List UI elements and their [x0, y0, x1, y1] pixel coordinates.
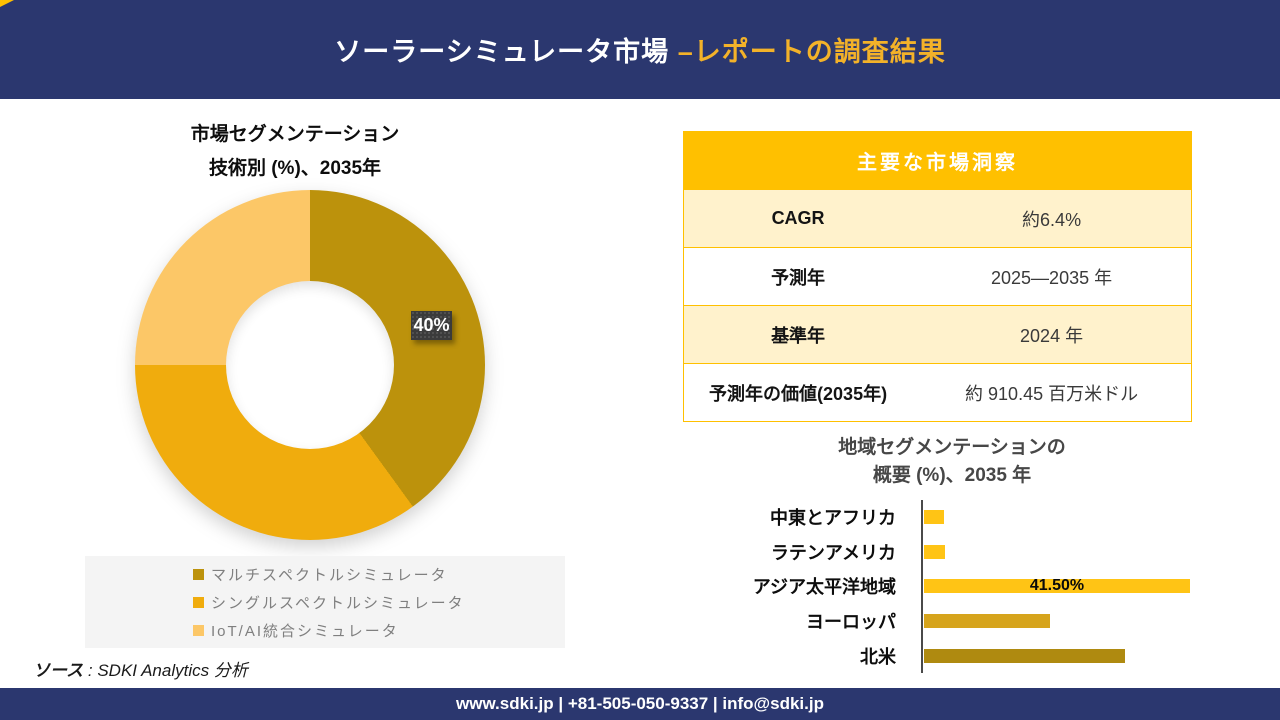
bar-row: 中東とアフリカ	[740, 500, 1192, 535]
table-row: 予測年の価値(2035年) 約 910.45 百万米ドル	[684, 363, 1191, 421]
bar-track	[924, 544, 1192, 559]
legend-swatch	[193, 596, 204, 608]
table-row-label: 基準年	[771, 325, 826, 346]
bar-rows: 中東とアフリカ ラテンアメリカアジア太平洋地域 41.50% ヨーロッパ北米	[740, 500, 1192, 673]
bar-row: ヨーロッパ	[740, 604, 1192, 639]
source-note-prefix: ソース	[33, 661, 84, 680]
bar-row: ラテンアメリカ	[740, 535, 1192, 570]
table-row-value: 約 910.45 百万米ドル	[965, 383, 1139, 404]
legend-item: マルチスペクトルシミュレータ	[193, 564, 565, 585]
legend-item: シングルスペクトルシミュレータ	[193, 592, 565, 613]
bar-chart-title: 地域セグメンテーションの 概要 (%)、2035 年	[752, 434, 1152, 490]
bar-fill	[924, 614, 1050, 629]
table-row-label: 予測年	[771, 267, 826, 288]
bar-category-label: 北米	[860, 646, 896, 667]
bar-category-label: アジア太平洋地域	[752, 577, 896, 598]
legend-item: IoT/AI統合シミュレータ	[193, 620, 565, 641]
insights-table: 主要な市場洞察 CAGR 約6.4% 予測年 2025—2035 年基準年 2024 年…	[683, 131, 1192, 422]
bar-track	[924, 510, 1192, 525]
table-row: 予測年 2025—2035 年	[684, 247, 1191, 305]
donut-chart-title-line1: 市場セグメンテーション	[190, 124, 400, 145]
bar-track	[924, 648, 1192, 663]
bar-row: 北米	[740, 638, 1192, 673]
page-title-main: ソーラーシミュレータ市場	[334, 37, 678, 67]
table-row-value: 2025—2035 年	[991, 267, 1113, 288]
legend-item-label: マルチスペクトルシミュレータ	[211, 566, 448, 584]
legend-item-label: シングルスペクトルシミュレータ	[211, 594, 465, 612]
legend-swatch	[193, 568, 204, 580]
bar-category-label: 中東とアフリカ	[770, 508, 896, 529]
bar-fill	[924, 510, 944, 525]
bar-category-label: ヨーロッパ	[806, 612, 896, 633]
donut-chart-hole	[226, 281, 394, 449]
table-row-value: 2024 年	[1020, 325, 1084, 346]
legend-swatch	[193, 624, 204, 636]
insights-table-header: 主要な市場洞察	[684, 132, 1191, 189]
bar-chart-title-line2: 概要 (%)、2035 年	[872, 465, 1032, 486]
table-row-value: 約6.4%	[1022, 209, 1082, 230]
bar-row: アジア太平洋地域 41.50%	[740, 569, 1192, 604]
bar-fill	[924, 544, 945, 559]
table-row-label: CAGR	[771, 208, 825, 228]
insights-rows: CAGR 約6.4% 予測年 2025—2035 年基準年 2024 年予測年の価値(2…	[684, 189, 1191, 421]
bar-category-label: ラテンアメリカ	[770, 542, 896, 563]
bar-track	[924, 614, 1192, 629]
table-row-label: 予測年の価値(2035年)	[709, 383, 888, 404]
donut-data-label: 40%	[411, 311, 452, 340]
table-row: 基準年 2024 年	[684, 305, 1191, 363]
footer-band: www.sdki.jp | +81-505-050-9337 | info@sd…	[0, 688, 1280, 720]
source-note-text: : SDKI Analytics 分析	[83, 661, 248, 680]
donut-chart-title-line2: 技術別 (%)、2035年	[208, 158, 382, 179]
page-title-accent: –レポートの調査結果	[677, 37, 946, 67]
donut-legend: マルチスペクトルシミュレータ シングルスペクトルシミュレータ IoT/AI統合シミュ…	[85, 556, 565, 648]
footer-contact: www.sdki.jp | +81-505-050-9337 | info@sd…	[456, 694, 824, 713]
header-band: ソーラーシミュレータ市場 –レポートの調査結果	[0, 0, 1280, 99]
bar-chart-axis-line	[921, 500, 923, 673]
regional-bar-chart: 中東とアフリカ ラテンアメリカアジア太平洋地域 41.50% ヨーロッパ北米	[740, 500, 1192, 673]
bar-track: 41.50%	[924, 577, 1192, 595]
table-row: CAGR 約6.4%	[684, 189, 1191, 247]
bar-chart-title-line1: 地域セグメンテーションの	[838, 437, 1066, 458]
donut-chart-title: 市場セグメンテーション 技術別 (%)、2035年	[110, 118, 480, 186]
legend-item-label: IoT/AI統合シミュレータ	[211, 622, 399, 640]
bar-data-label: 41.50%	[1029, 577, 1085, 595]
bar-fill	[924, 648, 1125, 663]
page-title: ソーラーシミュレータ市場 –レポートの調査結果	[334, 30, 945, 69]
source-note: ソース : SDKI Analytics 分析	[33, 656, 248, 681]
corner-ribbon-accent	[0, 0, 14, 7]
bar-fill: 41.50%	[924, 577, 1190, 595]
